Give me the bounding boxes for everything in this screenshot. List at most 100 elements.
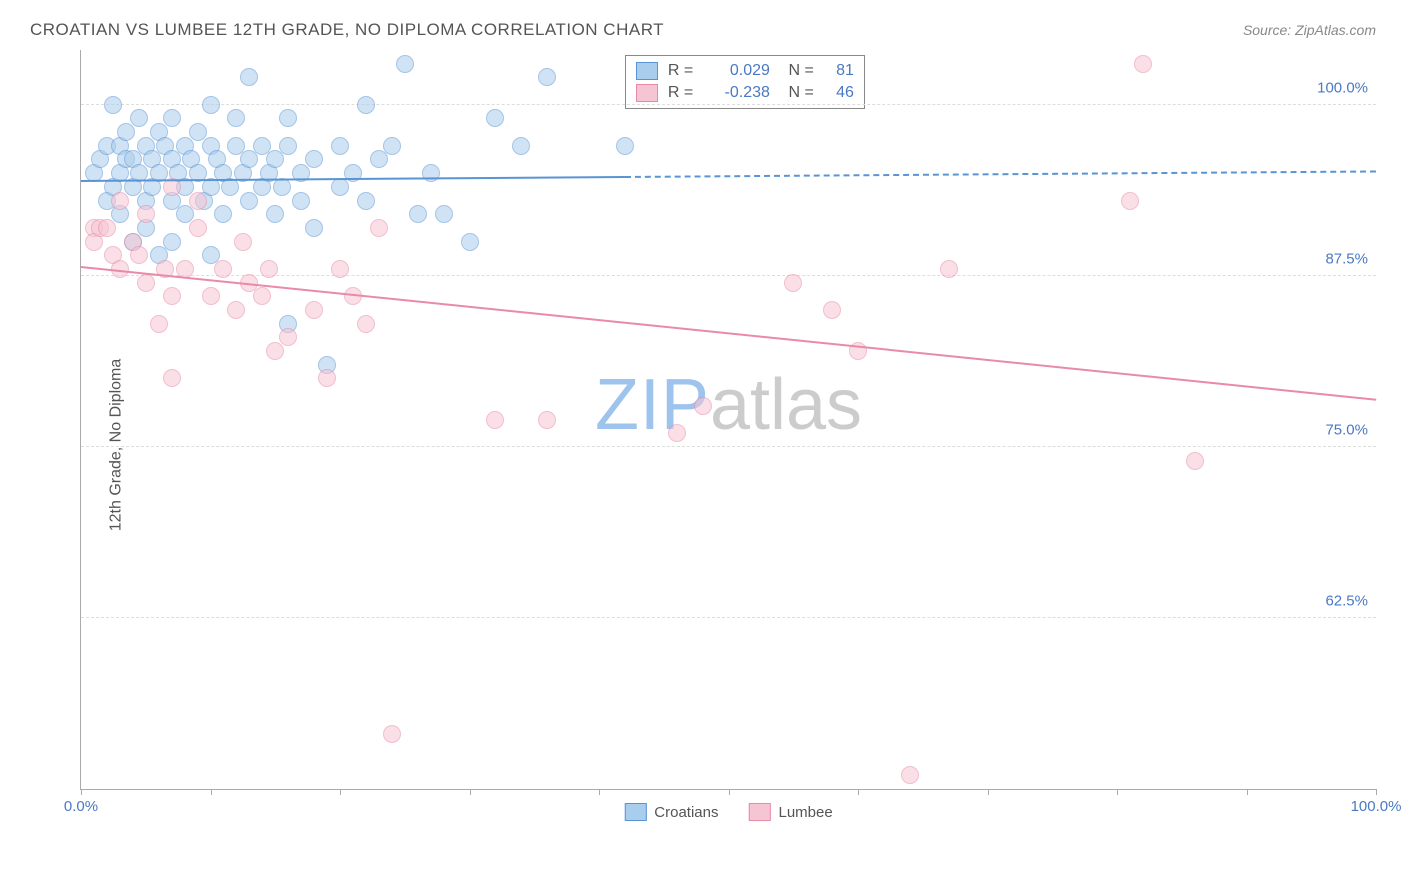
data-point	[111, 192, 129, 210]
data-point	[370, 150, 388, 168]
data-point	[214, 205, 232, 223]
data-point	[292, 192, 310, 210]
data-point	[189, 192, 207, 210]
data-point	[305, 150, 323, 168]
stat-n-value: 81	[824, 62, 854, 80]
legend-item: Croatians	[624, 803, 718, 821]
legend-label: Lumbee	[778, 804, 832, 821]
data-point	[435, 205, 453, 223]
x-tick	[81, 789, 82, 795]
bottom-legend: Croatians Lumbee	[624, 803, 832, 821]
y-tick-label: 87.5%	[1325, 250, 1368, 267]
data-point	[383, 725, 401, 743]
legend-swatch	[636, 84, 658, 102]
y-tick-label: 62.5%	[1325, 592, 1368, 609]
data-point	[202, 287, 220, 305]
source-credit: Source: ZipAtlas.com	[1243, 22, 1376, 38]
data-point	[130, 109, 148, 127]
stat-r-label: R =	[668, 84, 702, 102]
data-point	[150, 315, 168, 333]
data-point	[1186, 452, 1204, 470]
data-point	[253, 287, 271, 305]
stat-r-value: 0.029	[712, 62, 770, 80]
data-point	[940, 260, 958, 278]
data-point	[202, 96, 220, 114]
plot-area: ZIPatlas R =0.029N =81R =-0.238N =46 Cro…	[80, 50, 1376, 790]
data-point	[357, 96, 375, 114]
legend-item: Lumbee	[748, 803, 832, 821]
data-point	[305, 219, 323, 237]
data-point	[227, 109, 245, 127]
data-point	[137, 274, 155, 292]
y-tick-label: 75.0%	[1325, 421, 1368, 438]
data-point	[1121, 192, 1139, 210]
y-tick-label: 100.0%	[1317, 79, 1368, 96]
data-point	[409, 205, 427, 223]
stat-r-value: -0.238	[712, 84, 770, 102]
data-point	[784, 274, 802, 292]
data-point	[1134, 55, 1152, 73]
chart-title: CROATIAN VS LUMBEE 12TH GRADE, NO DIPLOM…	[30, 20, 664, 40]
chart-container: CROATIAN VS LUMBEE 12TH GRADE, NO DIPLOM…	[0, 0, 1406, 892]
x-tick	[211, 789, 212, 795]
chart-area: 12th Grade, No Diploma ZIPatlas R =0.029…	[30, 50, 1376, 840]
data-point	[318, 369, 336, 387]
x-tick	[988, 789, 989, 795]
data-point	[189, 219, 207, 237]
data-point	[512, 137, 530, 155]
data-point	[163, 109, 181, 127]
legend-stat-row: R = -0.238 N = 46	[636, 82, 854, 104]
legend-swatch	[748, 803, 770, 821]
data-point	[396, 55, 414, 73]
data-point	[163, 233, 181, 251]
x-tick	[470, 789, 471, 795]
stat-n-label: N =	[780, 84, 814, 102]
gridline	[81, 617, 1376, 618]
data-point	[234, 233, 252, 251]
data-point	[331, 137, 349, 155]
data-point	[486, 411, 504, 429]
data-point	[240, 68, 258, 86]
gridline	[81, 446, 1376, 447]
data-point	[240, 192, 258, 210]
data-point	[104, 96, 122, 114]
x-tick	[1247, 789, 1248, 795]
stat-n-label: N =	[780, 62, 814, 80]
header-row: CROATIAN VS LUMBEE 12TH GRADE, NO DIPLOM…	[30, 20, 1376, 40]
data-point	[279, 137, 297, 155]
trend-line-dashed	[625, 170, 1376, 178]
data-point	[260, 260, 278, 278]
data-point	[137, 205, 155, 223]
data-point	[98, 219, 116, 237]
data-point	[214, 260, 232, 278]
data-point	[668, 424, 686, 442]
x-tick-label: 0.0%	[64, 798, 98, 815]
data-point	[461, 233, 479, 251]
legend-label: Croatians	[654, 804, 718, 821]
data-point	[538, 411, 556, 429]
x-tick	[340, 789, 341, 795]
data-point	[279, 328, 297, 346]
data-point	[901, 766, 919, 784]
legend-stat-row: R = 0.029 N = 81	[636, 60, 854, 82]
data-point	[117, 123, 135, 141]
data-point	[422, 164, 440, 182]
data-point	[331, 260, 349, 278]
data-point	[694, 397, 712, 415]
data-point	[266, 205, 284, 223]
legend-swatch	[636, 62, 658, 80]
gridline	[81, 104, 1376, 105]
stat-r-label: R =	[668, 62, 702, 80]
data-point	[163, 369, 181, 387]
data-point	[163, 287, 181, 305]
data-point	[486, 109, 504, 127]
data-point	[130, 246, 148, 264]
data-point	[357, 192, 375, 210]
data-point	[279, 109, 297, 127]
legend-stats-box: R = 0.029 N = 81 R = -0.238 N = 46	[625, 55, 865, 109]
x-tick	[729, 789, 730, 795]
x-tick-label: 100.0%	[1351, 798, 1402, 815]
data-point	[266, 150, 284, 168]
stat-n-value: 46	[824, 84, 854, 102]
data-point	[266, 342, 284, 360]
